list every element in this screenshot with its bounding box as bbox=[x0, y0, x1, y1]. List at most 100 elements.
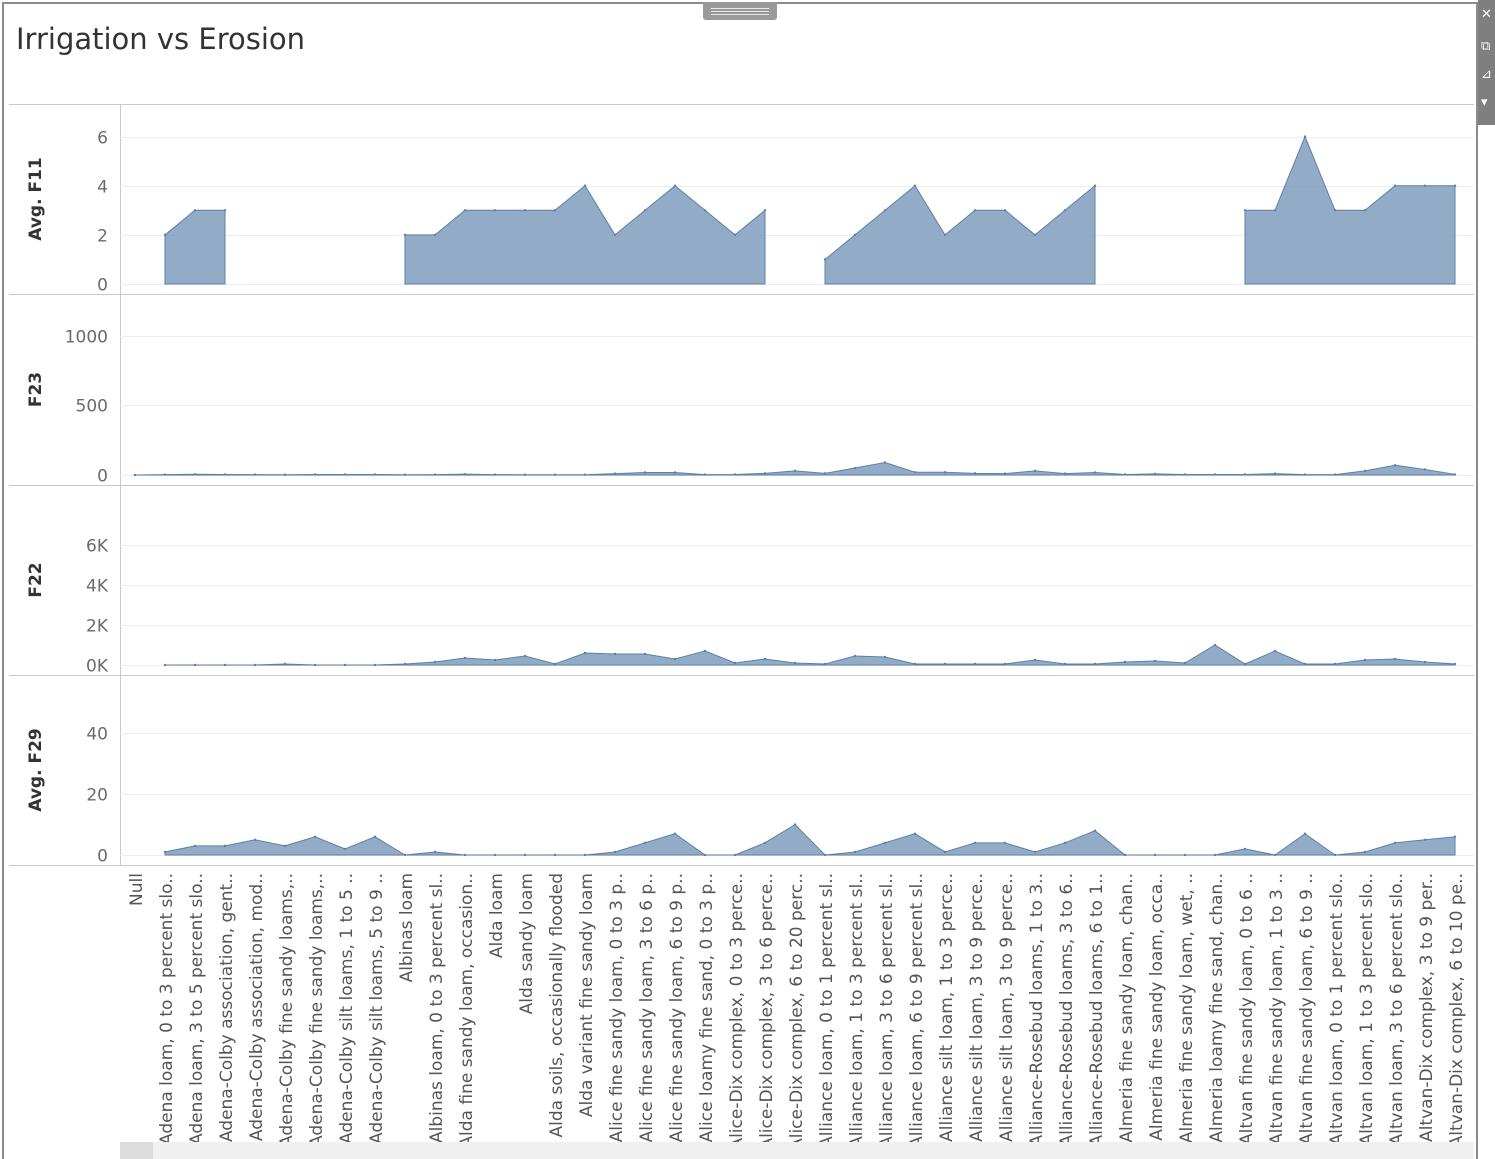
data-point bbox=[793, 823, 797, 826]
data-point bbox=[433, 473, 437, 476]
data-point bbox=[553, 853, 557, 857]
data-point bbox=[193, 473, 197, 476]
data-point bbox=[253, 473, 257, 476]
data-point bbox=[1333, 209, 1337, 212]
data-point bbox=[313, 663, 317, 667]
horizontal-scrollbar[interactable] bbox=[120, 1142, 1474, 1159]
data-point bbox=[1393, 184, 1397, 187]
data-point bbox=[1243, 473, 1247, 476]
data-point bbox=[733, 473, 737, 476]
x-tick-label: Albinas loam, 0 to 3 percent sl.. bbox=[427, 873, 447, 1143]
data-point bbox=[343, 663, 347, 667]
data-point bbox=[403, 853, 407, 857]
data-point bbox=[283, 662, 287, 666]
data-point bbox=[283, 844, 287, 848]
scrollbar-thumb[interactable] bbox=[120, 1142, 153, 1159]
data-point bbox=[1393, 841, 1397, 845]
data-point bbox=[403, 473, 407, 476]
drag-handle[interactable] bbox=[703, 2, 777, 20]
data-point bbox=[1273, 472, 1277, 475]
panel-1: 0 500 1000 F23 bbox=[9, 328, 1474, 487]
data-point bbox=[1243, 847, 1247, 851]
data-point bbox=[613, 472, 617, 475]
data-point bbox=[943, 850, 947, 854]
data-point bbox=[643, 652, 647, 656]
y-tick-label: 2 bbox=[97, 227, 108, 247]
data-point bbox=[1093, 184, 1097, 187]
panel-label: F22 bbox=[26, 562, 46, 597]
data-point bbox=[973, 472, 977, 475]
data-point bbox=[763, 657, 767, 661]
data-point bbox=[1003, 841, 1007, 845]
x-tick-label: Alliance-Rosebud loams, 3 to 6.. bbox=[1057, 873, 1077, 1147]
x-tick-label: Altvan-Dix complex, 6 to 10 pe.. bbox=[1447, 873, 1467, 1147]
data-point bbox=[403, 662, 407, 666]
data-point bbox=[973, 841, 977, 845]
data-point bbox=[643, 209, 647, 212]
data-point bbox=[1363, 469, 1367, 473]
y-tick-label: 4 bbox=[97, 178, 108, 198]
area-series bbox=[165, 644, 1456, 666]
data-point bbox=[283, 473, 287, 476]
x-tick-label: Adena loam, 3 to 5 percent slo.. bbox=[187, 873, 207, 1145]
close-icon[interactable]: ✕ bbox=[1481, 7, 1492, 22]
data-point bbox=[1123, 660, 1127, 664]
data-point bbox=[913, 662, 917, 666]
data-point bbox=[433, 660, 437, 664]
x-tick-label: Adena-Colby association, mod.. bbox=[247, 873, 267, 1141]
data-point bbox=[1453, 835, 1457, 838]
y-tick-label: 0 bbox=[97, 276, 108, 296]
data-point bbox=[1273, 209, 1277, 212]
data-point bbox=[493, 473, 497, 476]
data-point bbox=[313, 835, 317, 838]
duplicate-icon[interactable]: ⧉ bbox=[1481, 39, 1491, 54]
x-tick-label: Alliance silt loam, 1 to 3 perce.. bbox=[937, 873, 957, 1142]
data-point bbox=[1033, 658, 1037, 662]
data-point bbox=[703, 649, 707, 653]
x-tick-label: Almeria fine sandy loam, wet, .. bbox=[1177, 873, 1197, 1143]
data-point bbox=[733, 233, 737, 237]
data-point bbox=[643, 471, 647, 474]
data-point bbox=[1093, 662, 1097, 666]
data-point bbox=[463, 853, 467, 857]
panel-label: Avg. F11 bbox=[26, 157, 46, 240]
data-point bbox=[433, 850, 437, 854]
filter-icon[interactable]: ⊿ bbox=[1481, 67, 1492, 82]
data-point bbox=[613, 233, 617, 237]
data-point bbox=[1333, 662, 1337, 666]
x-tick-label: Null bbox=[127, 873, 147, 906]
x-tick-label: Albinas loam bbox=[397, 873, 417, 982]
area-series bbox=[134, 461, 1456, 476]
grip-line bbox=[711, 14, 769, 15]
data-point bbox=[1153, 659, 1157, 663]
data-point bbox=[1093, 829, 1097, 832]
x-tick-label: Alice fine sandy loam, 3 to 6 p.. bbox=[637, 873, 657, 1142]
x-tick-label: Adena-Colby association, gent.. bbox=[217, 873, 237, 1142]
data-point bbox=[373, 473, 377, 476]
data-point bbox=[1003, 662, 1007, 666]
y-tick-label: 0 bbox=[97, 467, 108, 487]
x-tick-label: Altvan fine sandy loam, 6 to 9 .. bbox=[1297, 873, 1317, 1145]
area-series bbox=[164, 209, 226, 285]
data-point bbox=[823, 472, 827, 475]
data-point bbox=[673, 471, 677, 474]
data-point bbox=[373, 835, 377, 838]
data-point bbox=[1063, 841, 1067, 845]
more-options-icon[interactable]: ▾ bbox=[1481, 95, 1488, 110]
data-point bbox=[493, 209, 497, 212]
data-point bbox=[433, 233, 437, 237]
data-point bbox=[913, 184, 917, 187]
data-point bbox=[1033, 850, 1037, 854]
x-tick-label: Adena-Colby fine sandy loams,.. bbox=[277, 873, 297, 1147]
x-tick-label: Altvan loam, 1 to 3 percent slo.. bbox=[1357, 873, 1377, 1146]
data-point bbox=[1303, 832, 1307, 835]
data-point bbox=[583, 651, 587, 655]
data-point bbox=[853, 233, 857, 237]
data-point bbox=[793, 661, 797, 665]
data-point bbox=[853, 654, 857, 658]
y-tick-label: 1000 bbox=[65, 328, 108, 348]
data-point bbox=[1213, 473, 1217, 476]
data-point bbox=[463, 472, 467, 476]
data-point bbox=[163, 473, 167, 476]
panel-label: F23 bbox=[26, 372, 46, 407]
